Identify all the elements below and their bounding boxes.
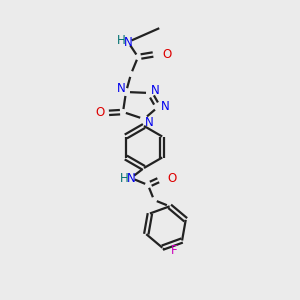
Text: O: O	[167, 172, 176, 185]
Text: O: O	[95, 106, 105, 119]
Text: H: H	[117, 34, 125, 47]
Text: N: N	[160, 100, 169, 113]
Text: F: F	[171, 244, 178, 257]
Text: N: N	[151, 83, 159, 97]
Text: N: N	[127, 172, 135, 184]
Text: H: H	[120, 172, 128, 184]
Text: N: N	[145, 116, 153, 128]
Text: N: N	[117, 82, 125, 95]
Text: N: N	[124, 35, 132, 49]
Text: O: O	[162, 47, 171, 61]
